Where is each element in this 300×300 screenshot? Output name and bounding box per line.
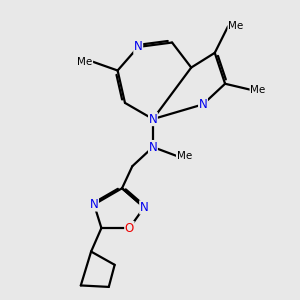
Text: Me: Me [250, 85, 266, 94]
Text: N: N [148, 141, 157, 154]
Text: Me: Me [228, 21, 243, 31]
Text: N: N [140, 201, 148, 214]
Text: Me: Me [176, 151, 192, 161]
Text: N: N [199, 98, 207, 111]
Text: N: N [148, 112, 157, 126]
Text: Me: Me [77, 57, 93, 67]
Text: N: N [90, 198, 98, 211]
Text: O: O [125, 221, 134, 235]
Text: N: N [134, 40, 142, 53]
